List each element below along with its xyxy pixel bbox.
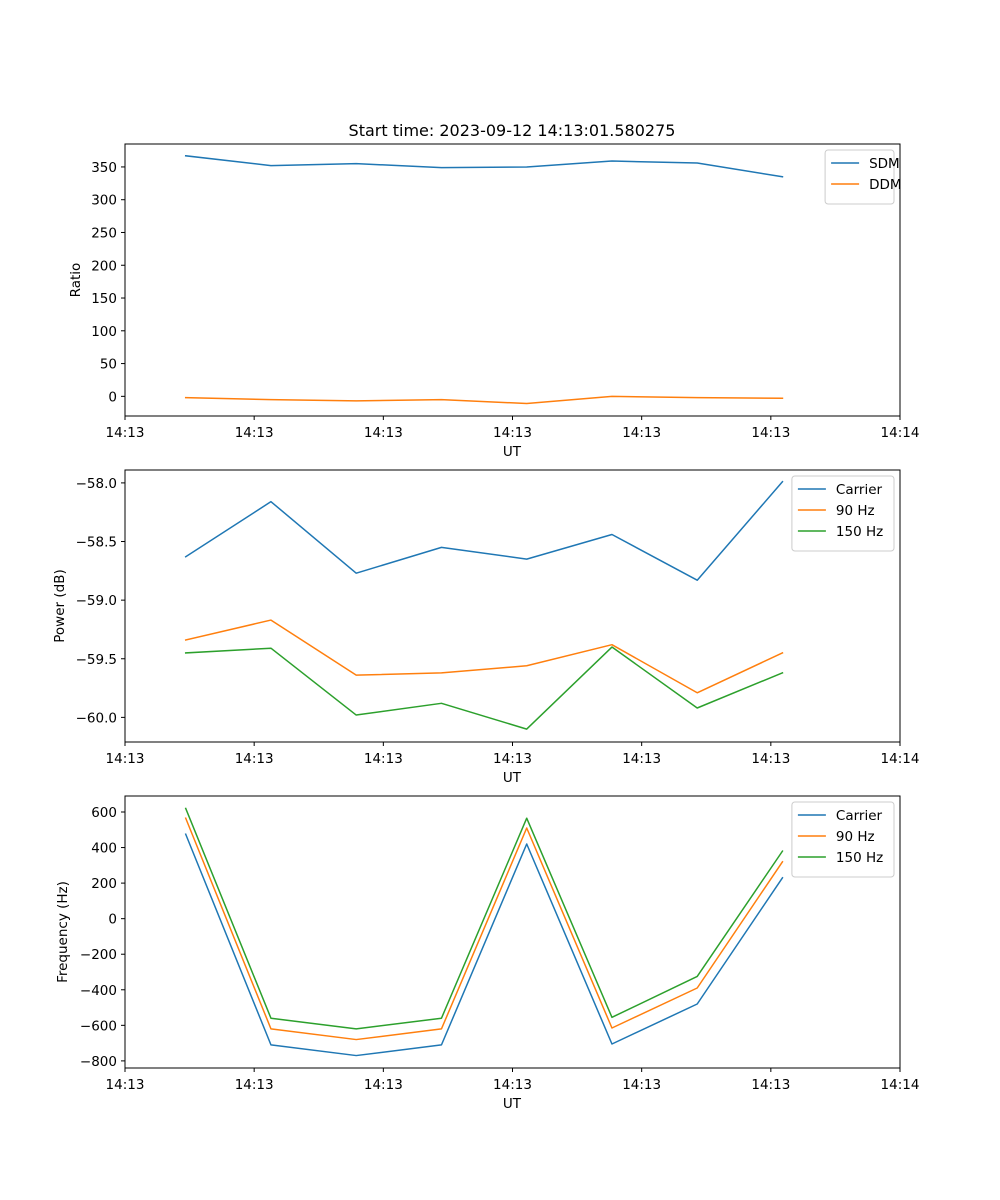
y-tick-label: 200 [91,258,117,274]
series-line-90-hz [184,817,784,1041]
legend-label-ddm: DDM [869,177,901,193]
x-tick-label: 14:13 [493,425,532,441]
y-tick-label: −600 [80,1018,117,1034]
power-plot: 14:13 14:13 14:13 14:13 14:13 14:13 14:14 −60.0… [52,469,920,786]
y-axis-label: Frequency (Hz) [55,881,71,983]
y-tick-label: 600 [91,805,117,821]
axes-frame [124,795,901,1069]
legend-label-carrier: Carrier [836,808,883,824]
legend-label-150-hz: 150 Hz [836,850,883,866]
legend-box [791,475,895,552]
x-tick-label: 14:13 [751,751,790,767]
y-tick-label: −400 [80,983,117,999]
x-tick-label: 14:13 [364,1077,403,1093]
legend-label-sdm: SDM [869,156,900,172]
y-tick-label: 350 [91,160,117,176]
axes-frame [124,469,901,743]
y-tick-label: 200 [91,876,117,892]
y-tick-label: 100 [91,324,117,340]
y-tick-label: 0 [108,389,117,405]
y-tick-label: 400 [91,841,117,857]
series-line-ddm [184,395,784,405]
legend: SDM DDM [824,149,902,205]
y-axis-label: Power (dB) [52,569,68,642]
x-tick-label: 14:13 [493,751,532,767]
y-tick-label: −200 [80,947,117,963]
y-tick-label: −60.0 [76,710,117,726]
x-tick-label: 14:13 [493,1077,532,1093]
x-axis-label: UT [503,1096,522,1112]
legend-label-carrier: Carrier [836,482,883,498]
y-tick-label: 0 [108,912,117,928]
x-axis-label: UT [503,770,522,786]
x-tick-label: 14:14 [881,425,920,441]
legend-box [791,801,895,878]
x-tick-label: 14:13 [751,1077,790,1093]
y-tick-label: −59.5 [76,652,117,668]
x-tick-label: 14:13 [235,751,274,767]
x-tick-label: 14:13 [751,425,790,441]
chart-title: Start time: 2023-09-12 14:13:01.580275 [349,121,676,140]
x-tick-label: 14:14 [881,751,920,767]
x-tick-label: 14:13 [106,1077,145,1093]
legend-label-150-hz: 150 Hz [836,524,883,540]
x-tick-label: 14:13 [106,425,145,441]
series-line-carrier [184,833,784,1057]
y-axis-label: Ratio [68,263,84,298]
x-tick-label: 14:13 [364,425,403,441]
x-tick-label: 14:13 [235,425,274,441]
x-tick-label: 14:13 [622,751,661,767]
x-axis-label: UT [503,444,522,460]
y-tick-label: −58.5 [76,535,117,551]
y-tick-label: −800 [80,1054,117,1070]
y-tick-label: 50 [100,357,117,373]
series-line-sdm [184,154,784,178]
series-line-carrier [184,480,784,581]
y-tick-label: −59.0 [76,593,117,609]
series-line-150-hz [184,807,784,1030]
legend: Carrier 90 Hz 150 Hz [791,801,895,878]
series-line-150-hz [184,646,784,730]
y-tick-label: 150 [91,291,117,307]
legend-label-90-hz: 90 Hz [836,503,875,519]
x-tick-label: 14:13 [622,1077,661,1093]
y-tick-label: 300 [91,193,117,209]
legend: Carrier 90 Hz 150 Hz [791,475,895,552]
x-tick-label: 14:13 [622,425,661,441]
y-tick-label: 250 [91,225,117,241]
ratio-plot: 14:13 14:13 14:13 14:13 14:13 14:13 14:14 0 50 10… [68,143,920,460]
legend-label-90-hz: 90 Hz [836,829,875,845]
x-tick-label: 14:13 [364,751,403,767]
x-tick-label: 14:13 [235,1077,274,1093]
axes-frame [124,143,901,417]
x-tick-label: 14:14 [881,1077,920,1093]
x-tick-label: 14:13 [106,751,145,767]
series-line-90-hz [184,619,784,694]
frequency-plot: 14:13 14:13 14:13 14:13 14:13 14:13 14:14 −800 −… [55,795,920,1112]
y-tick-label: −58.0 [76,476,117,492]
